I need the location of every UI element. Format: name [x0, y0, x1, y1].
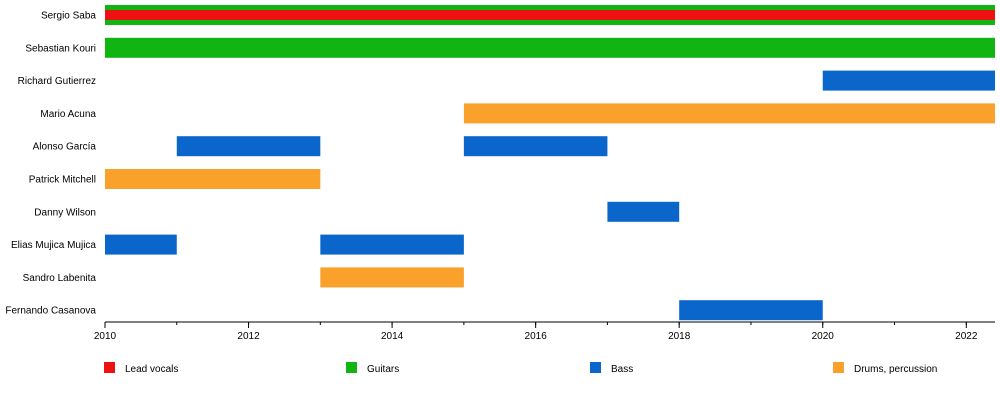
timeline-bar — [105, 234, 177, 255]
timeline-bar — [176, 136, 321, 157]
legend: Lead vocals Guitars Bass Drums, percussion — [104, 362, 937, 375]
legend-swatch — [833, 362, 844, 373]
legend-item: Guitars — [346, 362, 399, 375]
bars-layer — [105, 5, 995, 321]
timeline-bar — [105, 169, 321, 189]
legend-item: Lead vocals — [104, 362, 178, 375]
tick-label: 2018 — [668, 331, 691, 342]
member-label: Sandro Labenita — [23, 273, 97, 284]
timeline-bar — [105, 37, 995, 58]
legend-item: Bass — [590, 362, 633, 375]
timeline-bar — [320, 267, 464, 288]
member-label: Sebastian Kouri — [25, 43, 96, 54]
legend-swatch — [104, 362, 115, 373]
legend-label: Guitars — [367, 364, 399, 375]
legend-label: Lead vocals — [125, 364, 178, 375]
timeline-bar — [463, 136, 608, 157]
legend-label: Drums, percussion — [854, 364, 937, 375]
member-label: Mario Acuna — [40, 109, 96, 120]
timeline-bar — [679, 300, 823, 321]
tick-label: 2016 — [525, 331, 548, 342]
member-label: Alonso García — [33, 142, 97, 153]
timeline-bar — [105, 10, 995, 20]
tick-label: 2022 — [955, 331, 978, 342]
member-label: Patrick Mitchell — [29, 175, 96, 186]
member-label: Fernando Casanova — [5, 306, 96, 317]
tick-label: 2010 — [94, 331, 117, 342]
tick-label: 2012 — [237, 331, 260, 342]
legend-swatch — [590, 362, 601, 373]
timeline-bar — [822, 70, 995, 91]
timeline-bar — [320, 234, 464, 255]
member-label: Sergio Saba — [41, 11, 96, 22]
legend-label: Bass — [611, 364, 633, 375]
timeline-bar — [463, 103, 995, 124]
legend-swatch — [346, 362, 357, 373]
tick-label: 2020 — [812, 331, 835, 342]
member-label: Richard Gutierrez — [18, 76, 96, 87]
x-axis: 2010 2012 2014 2016 2018 2020 2022 — [94, 321, 995, 342]
timeline-bar — [607, 201, 680, 222]
member-label: Danny Wilson — [34, 207, 96, 218]
member-label: Elias Mujica Mujica — [11, 240, 96, 251]
legend-item: Drums, percussion — [833, 362, 937, 375]
tick-label: 2014 — [381, 331, 404, 342]
member-labels: Sergio Saba Sebastian Kouri Richard Gutier… — [5, 11, 96, 317]
